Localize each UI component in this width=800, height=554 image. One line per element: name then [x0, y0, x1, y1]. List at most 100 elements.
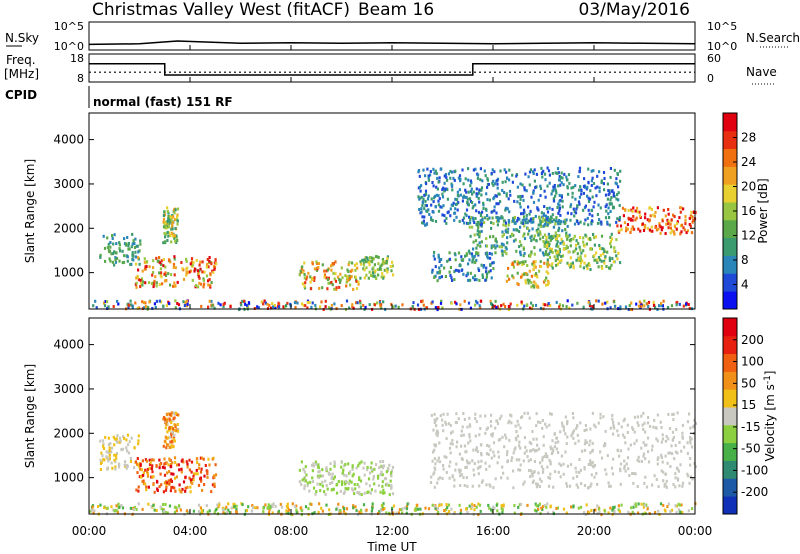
data-cell: [372, 266, 375, 270]
data-cell: [352, 287, 355, 291]
data-cell: [208, 299, 211, 303]
data-cell: [473, 278, 476, 282]
data-cell: [137, 268, 140, 272]
data-cell: [560, 255, 563, 258]
data-cell: [375, 255, 379, 259]
data-cell: [195, 457, 198, 461]
data-cell: [141, 283, 144, 287]
data-cell: [532, 437, 535, 441]
data-cell: [213, 306, 216, 310]
data-cell: [660, 426, 663, 429]
data-cell: [551, 262, 554, 266]
data-cell: [262, 510, 265, 514]
data-cell: [538, 485, 541, 488]
data-cell: [464, 466, 467, 469]
data-cell: [558, 303, 562, 307]
data-cell: [662, 479, 665, 483]
data-cell: [665, 479, 668, 483]
data-cell: [233, 505, 236, 508]
data-cell: [169, 464, 172, 468]
data-cell: [188, 458, 191, 462]
data-cell: [170, 432, 173, 436]
data-cell: [549, 220, 552, 224]
data-cell: [632, 472, 635, 475]
data-cell: [597, 203, 600, 207]
data-cell: [519, 250, 522, 254]
data-cell: [190, 257, 194, 261]
data-cell: [379, 508, 382, 512]
data-cell: [508, 220, 511, 224]
data-cell: [446, 188, 449, 192]
data-cell: [418, 185, 422, 189]
data-cell: [568, 233, 571, 237]
data-cell: [535, 509, 538, 513]
data-cell: [151, 273, 154, 277]
data-cell: [102, 458, 105, 462]
data-cell: [458, 452, 461, 456]
data-cell: [162, 217, 166, 221]
data-cell: [112, 435, 115, 439]
data-cell: [126, 464, 129, 468]
data-cell: [317, 463, 320, 467]
data-cell: [449, 451, 452, 455]
data-cell: [397, 305, 400, 309]
data-cell: [438, 266, 441, 270]
data-cell: [589, 268, 592, 271]
data-cell: [522, 215, 526, 219]
data-cell: [144, 301, 147, 305]
data-cell: [473, 504, 476, 508]
data-cell: [539, 461, 542, 465]
data-cell: [199, 470, 203, 474]
data-cell: [533, 273, 536, 277]
data-cell: [481, 217, 484, 221]
data-cell: [482, 203, 485, 207]
data-cell: [532, 448, 535, 452]
x-tick-label: 04:00: [173, 524, 208, 538]
data-cell: [526, 273, 529, 277]
data-cell: [534, 502, 537, 506]
data-cell: [607, 206, 610, 210]
data-cell: [519, 446, 522, 450]
data-cell: [344, 479, 347, 483]
data-cell: [421, 201, 425, 205]
data-cell: [529, 458, 532, 462]
data-cell: [495, 419, 498, 423]
data-cell: [492, 267, 495, 271]
data-cell: [579, 257, 582, 261]
data-cell: [171, 227, 174, 231]
data-cell: [470, 181, 473, 185]
data-cell: [558, 209, 561, 213]
data-cell: [191, 263, 194, 267]
data-cell: [122, 260, 126, 264]
data-cell: [164, 511, 167, 514]
data-cell: [394, 304, 397, 308]
colorbar-tick-label: 20: [741, 180, 756, 194]
data-cell: [345, 280, 348, 284]
data-cell: [554, 186, 557, 190]
data-cell: [546, 265, 549, 269]
data-cell: [515, 458, 518, 462]
data-cell: [146, 474, 150, 478]
data-cell: [629, 231, 632, 234]
data-cell: [351, 268, 354, 272]
data-cell: [441, 477, 444, 481]
data-cell: [377, 476, 380, 480]
data-cell: [372, 257, 375, 261]
data-cell: [600, 234, 604, 238]
data-cell: [653, 418, 656, 422]
data-cell: [166, 422, 169, 426]
data-cell: [173, 486, 176, 490]
data-cell: [400, 508, 403, 511]
data-cell: [490, 226, 493, 230]
data-cell: [181, 267, 184, 271]
data-cell: [561, 199, 564, 203]
data-cell: [624, 208, 627, 212]
data-cell: [561, 229, 564, 233]
data-cell: [641, 222, 644, 226]
data-cell: [502, 233, 505, 236]
data-cell: [494, 194, 497, 198]
data-cell: [347, 462, 350, 466]
data-cell: [171, 430, 174, 434]
data-cell: [522, 260, 525, 264]
data-cell: [469, 218, 472, 222]
